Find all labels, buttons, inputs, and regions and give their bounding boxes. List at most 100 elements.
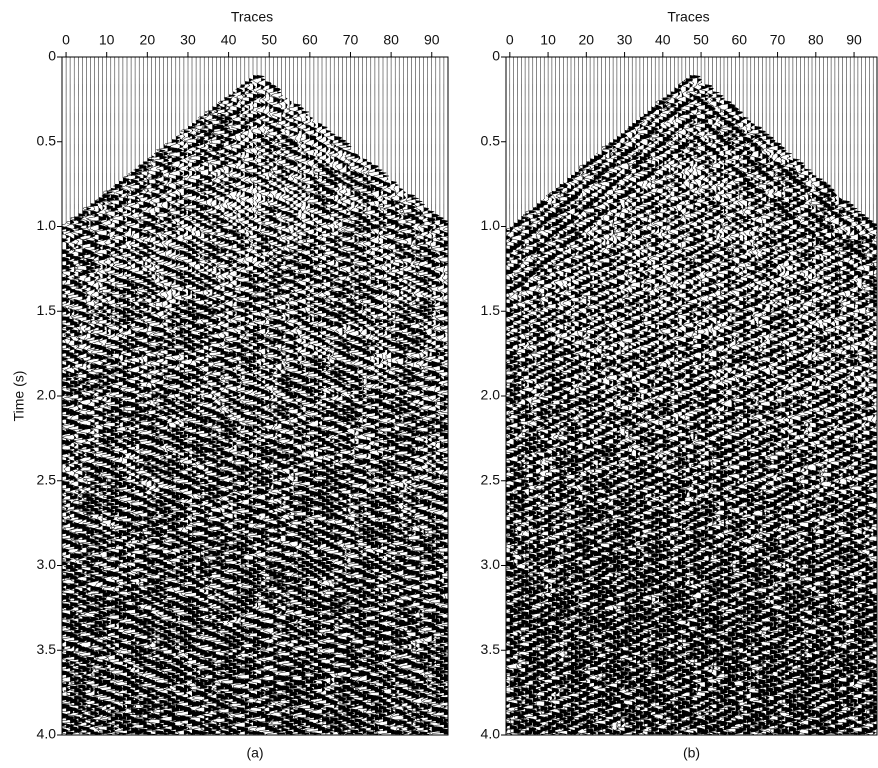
trace-line	[716, 57, 732, 735]
trace-line	[827, 57, 843, 735]
trace-line	[342, 57, 359, 735]
trace-fill	[110, 57, 119, 735]
trace-fill	[838, 57, 846, 735]
trace-fill	[204, 57, 212, 735]
trace-fill	[758, 57, 766, 735]
trace-line	[685, 57, 701, 735]
trace-line	[869, 57, 877, 734]
trace-line	[586, 57, 602, 735]
traces	[62, 57, 448, 735]
trace-line	[632, 57, 648, 735]
trace-line	[415, 57, 432, 735]
trace-fill	[179, 57, 188, 735]
trace-fill	[78, 57, 86, 735]
x-axis-title: Traces	[667, 9, 709, 25]
trace-fill	[750, 57, 758, 735]
x-tick-label: 10	[99, 32, 115, 48]
trace-fill	[613, 57, 620, 735]
trace-fill	[815, 57, 823, 735]
trace-line	[301, 57, 318, 735]
x-tick-label: 80	[808, 32, 824, 48]
trace-line	[167, 57, 184, 735]
trace-line	[831, 57, 847, 735]
trace-line	[419, 57, 436, 735]
trace-fill	[563, 57, 571, 735]
trace-fill	[285, 57, 293, 735]
trace-fill	[224, 57, 232, 735]
trace-line	[704, 57, 720, 735]
y-tick-label: 2.5	[481, 471, 501, 487]
trace-line	[777, 57, 793, 735]
x-tick-label: 50	[693, 32, 709, 48]
y-tick-label: 2.0	[481, 387, 501, 403]
trace-line	[143, 57, 160, 735]
trace-fill	[544, 57, 552, 735]
trace-fill	[647, 57, 655, 735]
trace-line	[66, 57, 83, 735]
trace-fill	[831, 57, 838, 735]
trace-line	[506, 57, 522, 735]
trace-fill	[118, 57, 127, 735]
trace-fill	[731, 57, 739, 735]
y-tick-label: 0	[492, 48, 500, 64]
trace-line	[257, 57, 274, 735]
trace-line	[94, 57, 111, 735]
trace-line	[285, 57, 302, 735]
trace-fill	[391, 57, 399, 735]
trace-line	[762, 57, 778, 735]
trace-line	[575, 57, 591, 735]
trace-line	[800, 57, 816, 735]
trace-line	[639, 57, 655, 735]
trace-line	[517, 57, 533, 735]
trace-line	[216, 57, 233, 735]
trace-fill	[86, 57, 94, 735]
trace-fill	[277, 57, 285, 735]
trace-fill	[387, 57, 395, 735]
trace-fill	[188, 57, 196, 735]
trace-fill	[697, 57, 705, 735]
trace-line	[273, 57, 290, 735]
trace-fill	[183, 57, 192, 735]
trace-line	[727, 57, 744, 735]
trace-fill	[769, 57, 777, 735]
trace-line	[697, 57, 713, 735]
trace-line	[605, 57, 621, 735]
trace-fill	[773, 57, 781, 735]
x-tick-label: 30	[180, 32, 196, 48]
trace-line	[253, 57, 269, 735]
trace-line	[147, 57, 164, 735]
trace-fill	[551, 57, 559, 735]
y-tick-label: 3.5	[481, 641, 501, 657]
trace-line	[245, 57, 261, 735]
trace-fill	[399, 57, 407, 735]
trace-line	[322, 57, 339, 735]
trace-fill	[273, 57, 281, 735]
y-tick-label: 3.5	[37, 641, 57, 657]
trace-line	[739, 57, 755, 735]
panel-caption: (b)	[683, 745, 700, 761]
x-tick-label: 90	[424, 32, 440, 48]
trace-line	[110, 57, 128, 735]
trace-line	[233, 57, 249, 735]
trace-fill	[220, 57, 228, 735]
trace-line	[155, 57, 172, 735]
traces	[506, 57, 877, 735]
trace-line	[552, 57, 567, 735]
trace-line	[62, 57, 75, 735]
trace-fill	[346, 57, 354, 735]
trace-fill	[216, 57, 224, 735]
x-tick-label: 30	[617, 32, 633, 48]
trace-line	[655, 57, 671, 735]
x-tick-label: 0	[506, 32, 514, 48]
trace-fill	[350, 57, 358, 735]
trace-line	[861, 57, 877, 735]
trace-fill	[362, 57, 370, 735]
trace-line	[689, 57, 705, 735]
trace-fill	[781, 57, 789, 735]
trace-line	[563, 57, 579, 735]
x-tick-label: 10	[540, 32, 556, 48]
x-tick-label: 80	[383, 32, 399, 48]
trace-line	[62, 57, 79, 735]
